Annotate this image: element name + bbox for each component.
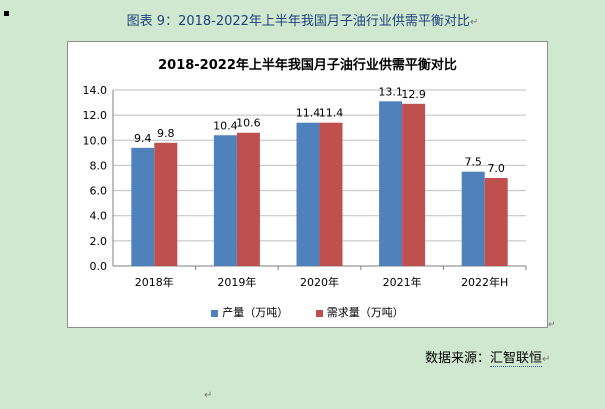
data-label: 9.4 <box>134 132 152 145</box>
chart-title: 2018-2022年上半年我国月子油行业供需平衡对比 <box>158 58 457 73</box>
legend-item-production: 产量（万吨） <box>211 304 288 320</box>
x-tick-label: 2022年H <box>461 275 508 289</box>
bar-demand <box>154 142 178 266</box>
list-bullet <box>4 11 9 16</box>
bar-production <box>379 101 403 266</box>
bar-production <box>213 135 237 266</box>
bar-production <box>461 171 485 266</box>
data-label: 11.4 <box>319 107 344 120</box>
data-source-prefix: 数据来源： <box>425 351 491 366</box>
legend-swatch-demand <box>315 309 323 317</box>
bar-demand <box>484 178 508 266</box>
data-label: 13.1 <box>378 85 403 98</box>
paragraph-mark-icon: ↵ <box>548 320 556 330</box>
y-tick-label: 2.0 <box>90 235 108 248</box>
y-tick-label: 4.0 <box>90 210 108 223</box>
bar-demand <box>319 122 343 266</box>
legend-label-production: 产量（万吨） <box>222 306 289 319</box>
data-label: 7.5 <box>464 156 482 169</box>
figure-caption-text: 图表 9：2018-2022年上半年我国月子油行业供需平衡对比 <box>126 14 470 29</box>
y-tick-label: 0.0 <box>90 260 108 273</box>
bar-demand <box>402 103 426 266</box>
data-label: 12.9 <box>401 88 426 101</box>
x-tick-label: 2019年 <box>217 275 256 289</box>
chart-frame: 2018-2022年上半年我国月子油行业供需平衡对比 0.0 2.0 4.0 6.0 8… <box>67 41 548 328</box>
y-tick-label: 14.0 <box>83 84 108 97</box>
legend-item-demand: 需求量（万吨） <box>315 304 404 320</box>
y-tick-label: 10.0 <box>83 134 108 147</box>
figure-caption: 图表 9：2018-2022年上半年我国月子油行业供需平衡对比↵ <box>0 10 605 29</box>
data-label: 9.8 <box>157 127 175 140</box>
y-tick-label: 6.0 <box>90 185 108 198</box>
data-label: 7.0 <box>487 162 505 175</box>
bar-production <box>296 122 320 266</box>
paragraph-mark-icon: ↵ <box>542 354 551 365</box>
bar-chart: 0.0 2.0 4.0 6.0 8.0 10.0 12.0 14.0 9.4 9.8 2018年 10… <box>83 84 527 289</box>
data-label: 10.4 <box>213 119 238 132</box>
data-label: 10.6 <box>236 117 261 130</box>
bar-production <box>131 147 155 266</box>
bar-demand <box>236 132 260 266</box>
data-source-name: 汇智联恒 <box>490 351 543 367</box>
x-tick-label: 2018年 <box>135 275 174 289</box>
paragraph-mark-icon: ↵ <box>469 17 479 28</box>
paragraph-mark-icon: ↵ <box>204 390 213 401</box>
chart-legend: 产量（万吨） 需求量（万吨） <box>68 304 547 320</box>
data-source: 数据来源：汇智联恒↵ <box>425 347 551 367</box>
x-tick-label: 2021年 <box>383 275 422 289</box>
data-label: 11.4 <box>296 107 321 120</box>
y-tick-label: 12.0 <box>83 109 108 122</box>
y-tick-label: 8.0 <box>90 159 108 172</box>
legend-swatch-production <box>211 309 219 317</box>
x-tick-label: 2020年 <box>300 275 339 289</box>
legend-label-demand: 需求量（万吨） <box>326 306 404 319</box>
